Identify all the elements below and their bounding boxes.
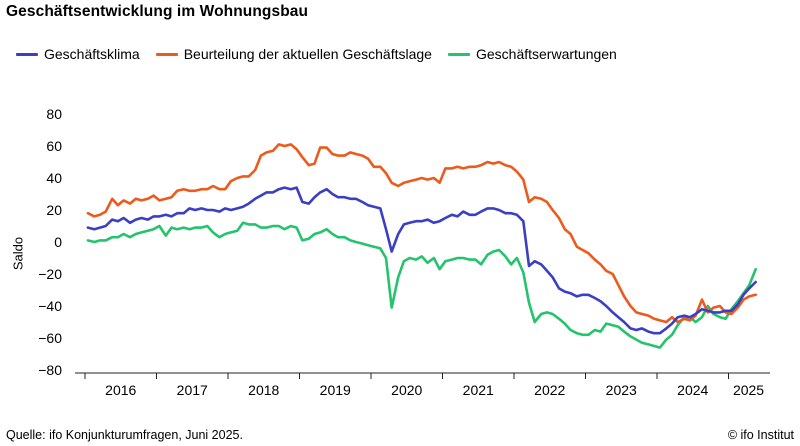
copyright-credit: © ifo Institut bbox=[727, 428, 794, 442]
x-tick-label: 2016 bbox=[105, 382, 136, 398]
series-line-lage bbox=[86, 143, 757, 324]
y-tick-label: −60 bbox=[38, 330, 62, 346]
x-tick-label: 2025 bbox=[733, 382, 764, 398]
y-tick-label: 0 bbox=[54, 234, 62, 250]
legend-swatch-erwartungen bbox=[447, 52, 470, 56]
source-note: Quelle: ifo Konjunkturumfragen, Juni 202… bbox=[6, 428, 243, 442]
x-tick-label: 2020 bbox=[391, 382, 422, 398]
chart-title: Geschäftsentwicklung im Wohnungsbau bbox=[6, 3, 309, 20]
legend-item-erwartungen: Geschäftserwartungen bbox=[447, 46, 617, 62]
y-tick-label: 80 bbox=[46, 106, 62, 122]
x-tick-label: 2021 bbox=[463, 382, 494, 398]
x-tick-label: 2024 bbox=[677, 382, 708, 398]
series-line-erwartungen bbox=[86, 221, 757, 349]
chart-legend: Geschäftsklima Beurteilung der aktuellen… bbox=[16, 46, 633, 62]
legend-swatch-lage bbox=[155, 52, 178, 56]
legend-item-lage: Beurteilung der aktuellen Geschäftslage bbox=[155, 46, 432, 62]
legend-item-klima: Geschäftsklima bbox=[16, 46, 140, 62]
y-tick-label: −80 bbox=[38, 362, 62, 378]
y-tick-label: 60 bbox=[46, 138, 62, 154]
legend-swatch-klima bbox=[16, 52, 38, 56]
y-tick-label: 20 bbox=[46, 202, 62, 218]
x-tick-label: 2019 bbox=[320, 382, 351, 398]
legend-label-klima: Geschäftsklima bbox=[44, 46, 140, 62]
y-tick-label: −20 bbox=[38, 266, 62, 282]
y-tick-label: −40 bbox=[38, 298, 62, 314]
y-tick-label: 40 bbox=[46, 170, 62, 186]
x-tick-label: 2023 bbox=[606, 382, 637, 398]
series-line-klima bbox=[86, 186, 757, 335]
legend-label-lage: Beurteilung der aktuellen Geschäftslage bbox=[183, 46, 432, 62]
legend-label-erwartungen: Geschäftserwartungen bbox=[475, 46, 617, 62]
x-tick-label: 2017 bbox=[177, 382, 208, 398]
x-tick-label: 2022 bbox=[534, 382, 565, 398]
x-tick-label: 2018 bbox=[248, 382, 279, 398]
